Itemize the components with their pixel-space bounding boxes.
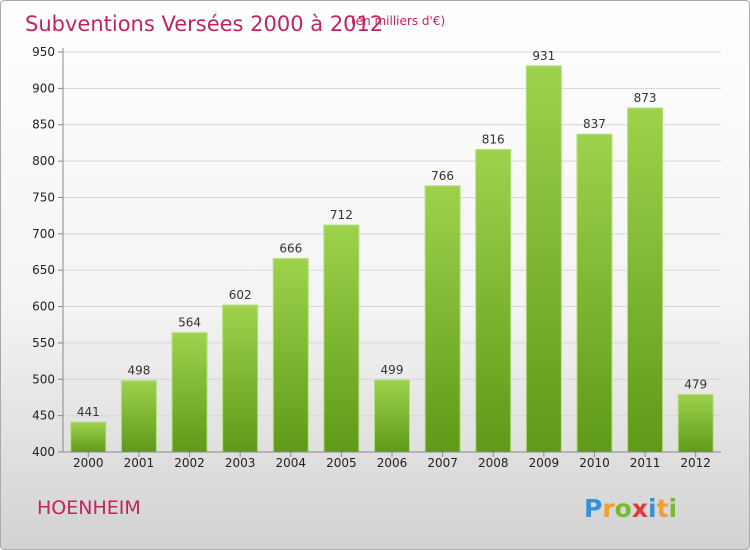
bar [374,379,410,453]
bar [272,258,309,453]
bar [70,421,107,453]
logo-letter: i [669,494,678,523]
x-axis-ticks: 2000 2001 2002 2003 2004 2005 2006 2007 2008 2009… [73,452,711,470]
bar [525,65,562,453]
y-axis-ticks: 400 450 500 550 600 650 700 750 800 850 900 950 [32,45,63,459]
y-tick-label: 850 [32,118,55,132]
logo-letter: t [657,494,669,523]
bar [120,380,157,453]
value-label: 816 [482,132,505,146]
bar [576,133,613,453]
commune-name: HOENHEIM [37,497,141,519]
x-tick-label: 2005 [326,456,357,470]
value-label: 931 [532,49,555,63]
chart-title: Subventions Versées 2000 à 2012 [25,12,383,36]
value-label: 499 [381,363,404,377]
value-label: 766 [431,169,454,183]
value-label: 873 [634,91,657,105]
x-tick-label: 2001 [124,456,155,470]
value-labels: 441 498 564 602 666 712 499 766 816 931 837 873 479 [77,49,707,419]
bar [677,394,714,453]
y-tick-label: 950 [32,45,55,59]
x-tick-label: 2006 [377,456,408,470]
bar [627,107,664,453]
y-tick-label: 400 [32,445,55,459]
bars [70,65,714,453]
y-tick-label: 550 [32,336,55,350]
y-tick-label: 900 [32,81,55,95]
x-tick-label: 2008 [478,456,509,470]
y-tick-label: 500 [32,372,55,386]
value-label: 498 [127,364,150,378]
y-tick-label: 750 [32,190,55,204]
chart-subtitle: (en milliers d'€) [351,14,445,28]
bar [171,332,208,453]
x-tick-label: 2011 [630,456,661,470]
x-tick-label: 2000 [73,456,104,470]
x-tick-label: 2012 [680,456,711,470]
value-label: 564 [178,316,201,330]
bar [475,148,512,453]
y-tick-label: 800 [32,154,55,168]
logo-letter: i [648,494,657,523]
logo-letter: x [632,494,648,523]
value-label: 837 [583,117,606,131]
x-tick-label: 2007 [427,456,458,470]
x-tick-label: 2009 [529,456,560,470]
x-tick-label: 2002 [174,456,205,470]
value-label: 602 [229,288,252,302]
logo-letter: o [615,494,632,523]
bar [323,224,360,453]
y-tick-label: 650 [32,263,55,277]
x-tick-label: 2003 [225,456,256,470]
logo-letter: r [602,494,615,523]
bar [222,304,259,453]
x-tick-label: 2010 [579,456,610,470]
value-label: 712 [330,208,353,222]
x-tick-label: 2004 [275,456,306,470]
proxiti-logo: Proxiti [584,494,677,523]
y-tick-label: 700 [32,227,55,241]
bar [424,185,461,453]
value-label: 479 [684,378,707,392]
logo-letter: P [584,494,602,523]
value-label: 666 [279,242,302,256]
value-label: 441 [77,405,100,419]
y-tick-label: 600 [32,300,55,314]
y-tick-label: 450 [32,409,55,423]
